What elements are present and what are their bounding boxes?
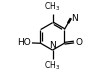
Text: CH$_3$: CH$_3$ [44, 60, 61, 72]
Text: CH$_3$: CH$_3$ [44, 1, 61, 13]
Text: N: N [49, 41, 56, 50]
Text: HO: HO [18, 38, 31, 47]
Text: O: O [75, 38, 82, 47]
Text: N: N [72, 14, 78, 23]
